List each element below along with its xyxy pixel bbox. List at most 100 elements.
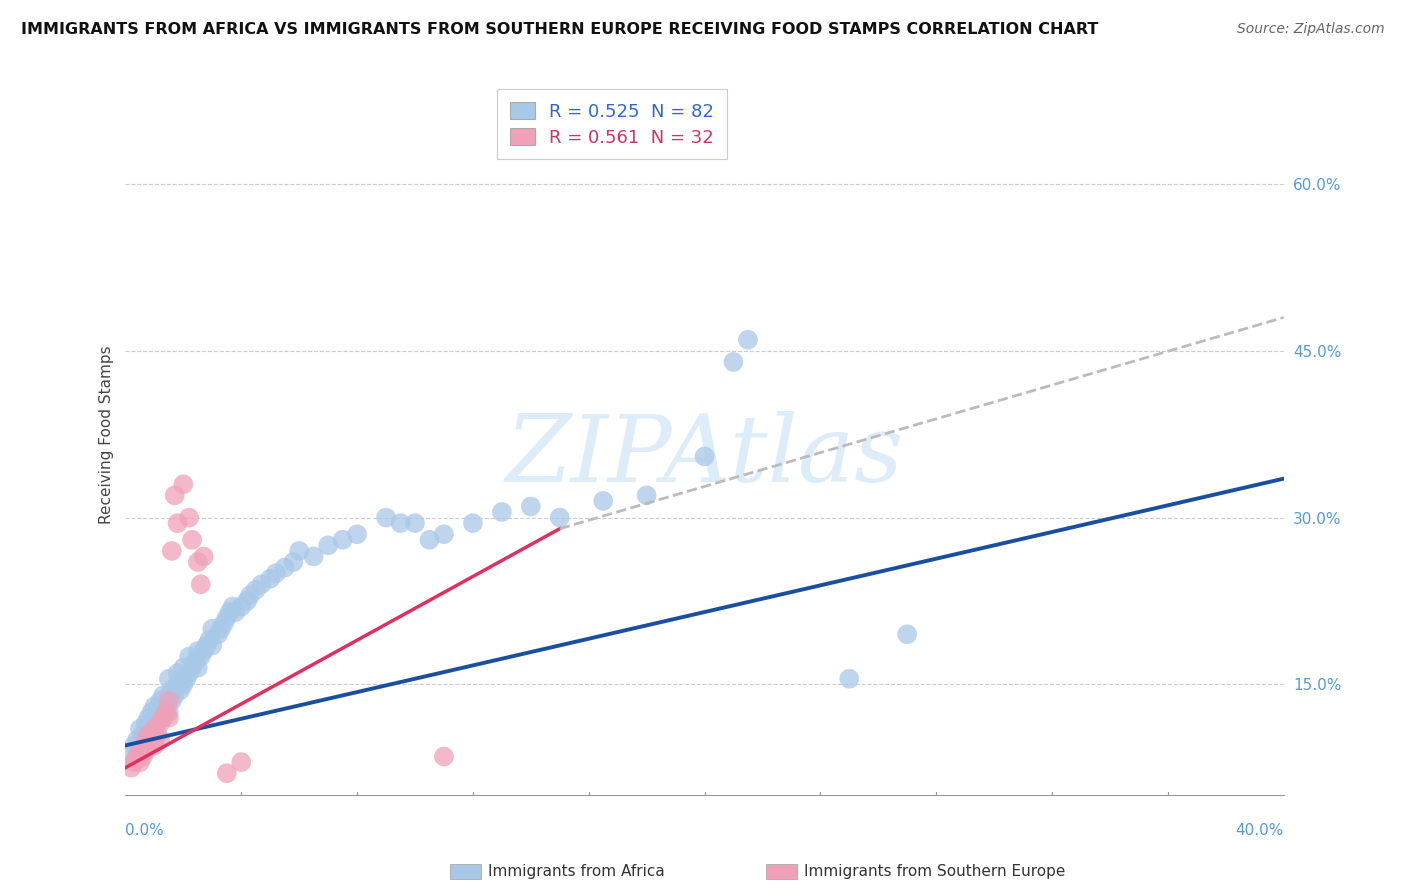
- Point: [737, 333, 759, 347]
- Point: [693, 450, 716, 464]
- Point: [166, 516, 188, 530]
- Point: [592, 494, 614, 508]
- Point: [389, 516, 412, 530]
- Point: [221, 599, 243, 614]
- Point: [135, 716, 157, 731]
- Point: [264, 566, 287, 581]
- Point: [181, 660, 204, 674]
- Point: [218, 605, 240, 619]
- Point: [143, 711, 166, 725]
- Point: [138, 727, 160, 741]
- Point: [283, 555, 305, 569]
- Point: [332, 533, 354, 547]
- Point: [172, 677, 194, 691]
- Point: [224, 605, 246, 619]
- Point: [346, 527, 368, 541]
- Point: [143, 699, 166, 714]
- Point: [404, 516, 426, 530]
- Point: [201, 639, 224, 653]
- Point: [146, 716, 169, 731]
- Point: [316, 538, 339, 552]
- Point: [160, 694, 183, 708]
- Point: [418, 533, 440, 547]
- Point: [179, 666, 201, 681]
- Point: [157, 711, 180, 725]
- Point: [187, 644, 209, 658]
- Point: [231, 599, 253, 614]
- Point: [433, 749, 456, 764]
- Point: [195, 639, 218, 653]
- Point: [143, 722, 166, 736]
- Text: ZIPAtlas: ZIPAtlas: [506, 411, 904, 501]
- Point: [149, 711, 172, 725]
- Y-axis label: Receiving Food Stamps: Receiving Food Stamps: [100, 345, 114, 524]
- Point: [152, 689, 174, 703]
- Point: [143, 739, 166, 753]
- Point: [838, 672, 860, 686]
- Point: [198, 632, 221, 647]
- Point: [149, 716, 172, 731]
- Point: [160, 544, 183, 558]
- Point: [896, 627, 918, 641]
- Point: [201, 622, 224, 636]
- Point: [245, 582, 267, 597]
- Point: [129, 744, 152, 758]
- Point: [250, 577, 273, 591]
- Point: [132, 749, 155, 764]
- Point: [132, 727, 155, 741]
- Point: [138, 739, 160, 753]
- Point: [209, 622, 232, 636]
- Point: [548, 510, 571, 524]
- Point: [166, 666, 188, 681]
- Text: 40.0%: 40.0%: [1236, 823, 1284, 838]
- Point: [231, 755, 253, 769]
- Point: [375, 510, 398, 524]
- Point: [193, 644, 215, 658]
- Point: [215, 766, 238, 780]
- Point: [163, 689, 186, 703]
- Point: [190, 577, 212, 591]
- Point: [155, 705, 177, 719]
- Point: [273, 560, 295, 574]
- Point: [157, 689, 180, 703]
- Point: [288, 544, 311, 558]
- Point: [184, 655, 207, 669]
- Legend: R = 0.525  N = 82, R = 0.561  N = 32: R = 0.525 N = 82, R = 0.561 N = 32: [496, 89, 727, 160]
- Point: [181, 533, 204, 547]
- Point: [129, 755, 152, 769]
- Point: [143, 732, 166, 747]
- Point: [152, 711, 174, 725]
- Point: [520, 500, 543, 514]
- Point: [135, 732, 157, 747]
- Point: [141, 716, 163, 731]
- Point: [157, 694, 180, 708]
- Point: [135, 732, 157, 747]
- Point: [129, 744, 152, 758]
- Point: [190, 649, 212, 664]
- Point: [149, 732, 172, 747]
- Point: [215, 610, 238, 624]
- Point: [135, 744, 157, 758]
- Point: [157, 672, 180, 686]
- Point: [120, 761, 142, 775]
- Point: [172, 477, 194, 491]
- Point: [193, 549, 215, 564]
- Point: [187, 660, 209, 674]
- Point: [179, 649, 201, 664]
- Point: [149, 694, 172, 708]
- Point: [163, 488, 186, 502]
- Point: [138, 711, 160, 725]
- Point: [491, 505, 513, 519]
- Point: [152, 705, 174, 719]
- Point: [174, 672, 197, 686]
- Point: [236, 594, 259, 608]
- Point: [166, 677, 188, 691]
- Point: [122, 755, 145, 769]
- Point: [302, 549, 325, 564]
- Point: [138, 722, 160, 736]
- Point: [141, 732, 163, 747]
- Text: Immigrants from Southern Europe: Immigrants from Southern Europe: [804, 864, 1066, 879]
- Point: [129, 722, 152, 736]
- Point: [433, 527, 456, 541]
- Point: [125, 749, 148, 764]
